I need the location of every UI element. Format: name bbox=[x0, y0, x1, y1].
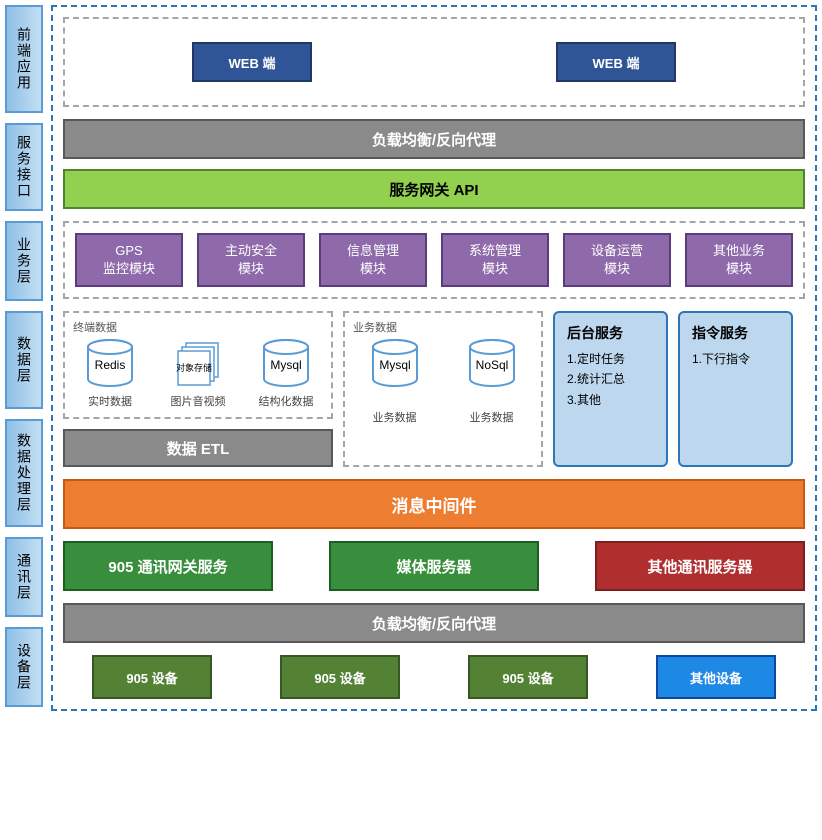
business-layer: GPS 监控模块 主动安全 模块 信息管理 模块 系统管理 模块 设备运营 模块… bbox=[63, 221, 805, 299]
cmd-svc-list: 1.下行指令 bbox=[692, 349, 779, 369]
layer-label-business: 业务层 bbox=[5, 221, 43, 301]
db-redis: Redis 实时数据 bbox=[82, 339, 138, 409]
module-device-ops: 设备运营 模块 bbox=[563, 233, 671, 287]
background-service-box: 后台服务 1.定时任务 2.统计汇总 3.其他 bbox=[553, 311, 668, 467]
comm-other-server: 其他通讯服务器 bbox=[595, 541, 805, 591]
layer-label-data-process: 数据处理层 bbox=[5, 419, 43, 527]
architecture-diagram: 前端应用 服务接口 业务层 数据层 数据处理层 通讯层 设备层 WEB 端 WE… bbox=[5, 5, 817, 711]
database-icon: Mysql bbox=[258, 339, 314, 387]
svg-text:对象存储: 对象存储 bbox=[176, 362, 212, 373]
web-client-2: WEB 端 bbox=[556, 42, 676, 82]
layer-label-data: 数据层 bbox=[5, 311, 43, 409]
terminal-data-group: 终端数据 Redis 实时数据 对象存储 图片音视频 Mysql 结构化数据 bbox=[63, 311, 333, 419]
layers-container: WEB 端 WEB 端 负载均衡/反向代理 服务网关 API GPS 监控模块 … bbox=[51, 5, 817, 711]
comm-905-gateway: 905 通讯网关服务 bbox=[63, 541, 273, 591]
data-layer: 终端数据 Redis 实时数据 对象存储 图片音视频 Mysql 结构化数据 bbox=[63, 311, 805, 467]
module-gps: GPS 监控模块 bbox=[75, 233, 183, 287]
device-905-3: 905 设备 bbox=[468, 655, 588, 699]
comm-layer: 905 通讯网关服务 媒体服务器 其他通讯服务器 bbox=[63, 541, 805, 591]
load-balancer-1: 负载均衡/反向代理 bbox=[63, 119, 805, 159]
load-balancer-2: 负载均衡/反向代理 bbox=[63, 603, 805, 643]
device-other: 其他设备 bbox=[656, 655, 776, 699]
database-icon: Redis bbox=[82, 339, 138, 387]
terminal-data-title: 终端数据 bbox=[73, 319, 323, 335]
db-mysql-biz: Mysql 业务数据 bbox=[367, 339, 423, 425]
svg-text:Redis: Redis bbox=[95, 358, 126, 372]
layer-label-service: 服务接口 bbox=[5, 123, 43, 211]
svg-text:NoSql: NoSql bbox=[475, 358, 508, 372]
module-system: 系统管理 模块 bbox=[441, 233, 549, 287]
module-safety: 主动安全 模块 bbox=[197, 233, 305, 287]
db-nosql: NoSql 业务数据 bbox=[464, 339, 520, 425]
layer-label-device: 设备层 bbox=[5, 627, 43, 707]
module-info: 信息管理 模块 bbox=[319, 233, 427, 287]
svg-text:Mysql: Mysql bbox=[270, 358, 301, 372]
api-gateway: 服务网关 API bbox=[63, 169, 805, 209]
command-service-box: 指令服务 1.下行指令 bbox=[678, 311, 793, 467]
module-other: 其他业务 模块 bbox=[685, 233, 793, 287]
web-client-1: WEB 端 bbox=[192, 42, 312, 82]
layer-label-frontend: 前端应用 bbox=[5, 5, 43, 113]
business-data-group: 业务数据 Mysql 业务数据 NoSql 业务数据 bbox=[343, 311, 543, 467]
database-icon: Mysql bbox=[367, 339, 423, 387]
service-interface-layer: 负载均衡/反向代理 服务网关 API bbox=[63, 119, 805, 209]
comm-media-server: 媒体服务器 bbox=[329, 541, 539, 591]
layer-label-comm: 通讯层 bbox=[5, 537, 43, 617]
db-mysql-terminal: Mysql 结构化数据 bbox=[258, 339, 314, 409]
document-stack-icon: 对象存储 bbox=[170, 339, 226, 387]
device-layer: 905 设备 905 设备 905 设备 其他设备 bbox=[63, 655, 805, 699]
svg-text:Mysql: Mysql bbox=[379, 358, 410, 372]
device-905-1: 905 设备 bbox=[92, 655, 212, 699]
db-object-storage: 对象存储 图片音视频 bbox=[170, 339, 226, 409]
device-905-2: 905 设备 bbox=[280, 655, 400, 699]
layer-labels-column: 前端应用 服务接口 业务层 数据层 数据处理层 通讯层 设备层 bbox=[5, 5, 43, 711]
data-etl: 数据 ETL bbox=[63, 429, 333, 467]
message-middleware: 消息中间件 bbox=[63, 479, 805, 529]
bg-svc-list: 1.定时任务 2.统计汇总 3.其他 bbox=[567, 349, 654, 410]
business-data-title: 业务数据 bbox=[353, 319, 533, 335]
database-icon: NoSql bbox=[464, 339, 520, 387]
frontend-layer: WEB 端 WEB 端 bbox=[63, 17, 805, 107]
